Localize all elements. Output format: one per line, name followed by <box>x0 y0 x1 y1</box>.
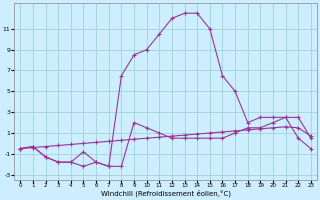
X-axis label: Windchill (Refroidissement éolien,°C): Windchill (Refroidissement éolien,°C) <box>100 190 231 197</box>
